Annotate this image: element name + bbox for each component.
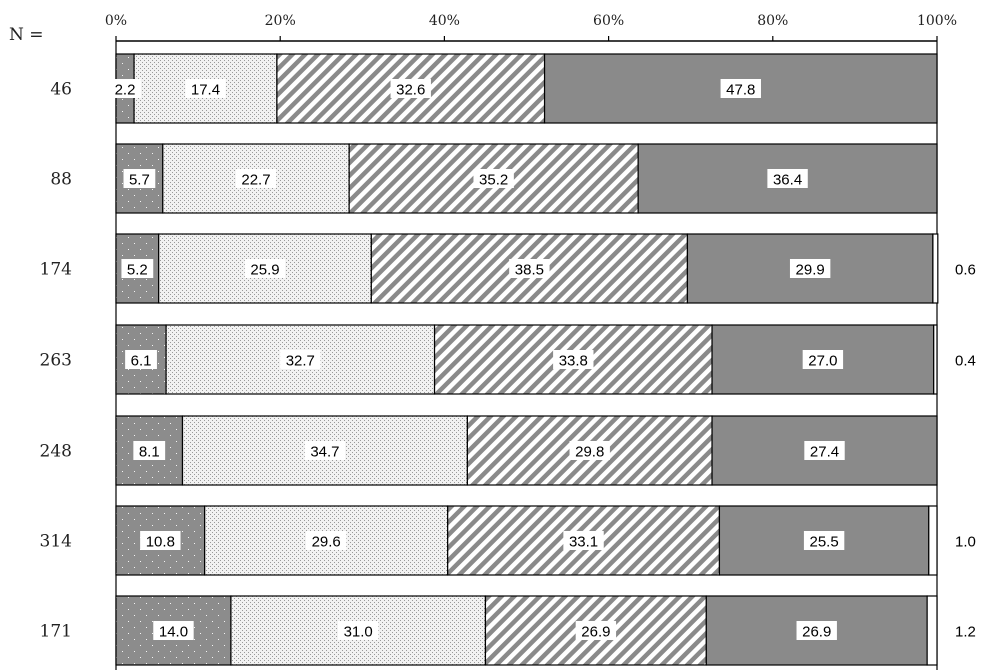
value-label-bg <box>337 621 379 640</box>
x-tick-label: 0% <box>105 13 127 29</box>
bar-segment <box>928 505 938 576</box>
value-label-bg <box>569 441 610 460</box>
value-label-bg <box>553 350 594 369</box>
bar-segment <box>926 595 938 666</box>
category-label: 263 <box>40 351 72 371</box>
value-label: 36.4 <box>773 172 802 189</box>
value-label: 10.8 <box>146 534 175 551</box>
value-label: 33.1 <box>569 534 598 551</box>
x-tick-label: 60% <box>593 13 624 29</box>
category-label: 314 <box>40 532 72 552</box>
x-tick-label: 80% <box>757 13 788 29</box>
value-label-bg <box>802 350 844 369</box>
x-tick-label: 20% <box>265 13 296 29</box>
value-label: 31.0 <box>344 624 373 641</box>
value-label: 22.7 <box>241 172 270 189</box>
value-label-bg <box>121 259 154 278</box>
value-label: 29.9 <box>796 262 825 279</box>
value-label-bg <box>803 531 845 550</box>
value-label: 33.8 <box>559 353 588 370</box>
bar-segment <box>932 233 939 304</box>
value-label: 17.4 <box>191 82 220 99</box>
value-label: 32.7 <box>286 353 315 370</box>
x-tick-label: 40% <box>429 13 460 29</box>
value-label-bg <box>304 441 346 460</box>
side-value-label: 0.4 <box>955 353 976 370</box>
category-label: 46 <box>50 80 72 100</box>
value-label-bg <box>720 79 761 98</box>
value-label-bg <box>305 531 347 550</box>
category-label: 171 <box>40 622 72 642</box>
value-label: 5.7 <box>129 172 150 189</box>
value-label-bg <box>390 79 431 98</box>
value-label-bg <box>509 259 550 278</box>
category-label: 88 <box>50 170 72 190</box>
value-label: 32.6 <box>396 82 425 99</box>
value-label-bg <box>796 621 837 640</box>
value-label: 27.4 <box>810 444 839 461</box>
value-label-bg <box>280 350 321 369</box>
value-label: 34.7 <box>310 444 339 461</box>
value-label: 2.2 <box>115 82 136 99</box>
value-label-bg <box>789 259 831 278</box>
value-label: 5.2 <box>127 262 148 279</box>
value-label: 14.0 <box>159 624 188 641</box>
value-label-bg <box>140 531 181 550</box>
value-label-bg <box>133 441 166 460</box>
value-label: 8.1 <box>139 444 160 461</box>
side-value-label: 0.6 <box>955 262 976 279</box>
category-label: 248 <box>40 442 72 462</box>
x-tick-label: 100% <box>917 13 957 29</box>
value-label: 26.9 <box>581 624 610 641</box>
value-label-bg <box>244 259 286 278</box>
value-label: 25.5 <box>810 534 839 551</box>
value-label-bg <box>109 79 141 98</box>
value-label: 38.5 <box>515 262 544 279</box>
value-label: 29.6 <box>312 534 341 551</box>
value-label-bg <box>563 531 604 550</box>
value-label-bg <box>473 169 514 188</box>
value-label: 26.9 <box>802 624 831 641</box>
value-label-bg <box>804 441 845 460</box>
value-label-bg <box>235 169 277 188</box>
value-labels: 46 2.2 17.4 32.6 47.8 88 5.7 22.7 35.2 36.4 174 5.2… <box>40 79 976 642</box>
n-header: N = <box>9 25 44 45</box>
value-label: 35.2 <box>479 172 508 189</box>
value-label-bg <box>575 621 617 640</box>
value-label: 25.9 <box>250 262 279 279</box>
value-label-bg <box>153 621 194 640</box>
side-value-label: 1.0 <box>955 534 976 551</box>
value-label-bg <box>123 169 156 188</box>
side-value-label: 1.2 <box>955 624 976 641</box>
value-label-bg <box>125 350 157 369</box>
category-label: 174 <box>40 260 72 280</box>
bar-segment <box>933 324 938 395</box>
value-label: 29.8 <box>575 444 604 461</box>
value-label: 27.0 <box>808 353 837 370</box>
value-label-bg <box>185 79 226 98</box>
value-label-bg <box>767 169 808 188</box>
value-label: 6.1 <box>131 353 152 370</box>
value-label: 47.8 <box>726 82 755 99</box>
